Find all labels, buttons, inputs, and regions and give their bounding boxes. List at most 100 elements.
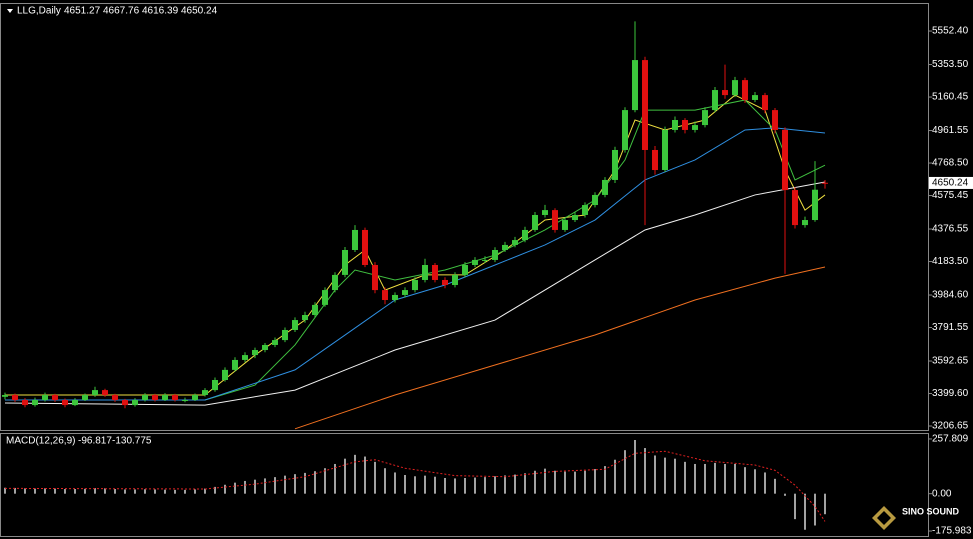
y-tick-label: 3206.65 (932, 421, 969, 432)
price-tag-label: 4650.24 (932, 178, 969, 189)
candle-body (2, 394, 8, 397)
candle-body (252, 350, 258, 356)
y-tick-label: 3592.65 (932, 356, 969, 367)
close-label: 4650.24 (181, 6, 218, 17)
candle-body (152, 394, 158, 401)
candle-body (22, 400, 28, 406)
candle-body (372, 264, 378, 291)
candle-body (742, 80, 748, 100)
candle-body (302, 314, 308, 321)
y-tick-label: 3399.60 (932, 388, 969, 399)
candle-body (362, 229, 368, 265)
candle-body (602, 179, 608, 195)
candle-body (332, 274, 338, 291)
y-tick-label: 4575.45 (932, 190, 969, 201)
y-tick-label: 3984.60 (932, 290, 969, 301)
candle-body (482, 259, 488, 261)
y-tick-label: 0.00 (932, 488, 952, 499)
candle-body (142, 394, 148, 401)
signal-value: -130.775 (112, 436, 152, 447)
candle-body (162, 394, 168, 401)
candle-body (202, 390, 208, 395)
candle-body (612, 149, 618, 180)
macd-title: MACD(12,26,9) (6, 436, 75, 447)
candle-body (42, 394, 48, 401)
main-panel-border (0, 3, 929, 431)
candle-body (82, 394, 88, 401)
y-tick-label: 4961.55 (932, 125, 969, 136)
candle-body (532, 214, 538, 230)
candle-body (782, 129, 788, 191)
candle-body (32, 400, 38, 406)
candle-body (752, 95, 758, 100)
candle-body (12, 394, 18, 401)
candle-body (542, 210, 548, 215)
y-tick-label: -175.983 (932, 526, 972, 537)
y-tick-label: 4376.55 (932, 224, 969, 235)
candle-body (102, 390, 108, 395)
candle-body (622, 110, 628, 150)
candle-body (772, 110, 778, 130)
y-tick-label: 5552.40 (932, 26, 969, 37)
candle-body (92, 390, 98, 395)
candle-body (762, 95, 768, 111)
candle-body (652, 149, 658, 171)
candle-body (342, 250, 348, 275)
candle-body (222, 369, 228, 380)
low-label: 4616.39 (142, 6, 179, 17)
candle-body (812, 189, 818, 221)
candle-body (522, 229, 528, 241)
candle-body (682, 120, 688, 130)
candle-body (642, 60, 648, 150)
candle-body (552, 210, 558, 230)
y-tick-label: 4768.50 (932, 158, 969, 169)
candle-body (282, 329, 288, 341)
candle-body (442, 279, 448, 286)
candle-body (192, 394, 198, 401)
candle-body (502, 244, 508, 251)
logo: SINO SOUND (872, 506, 960, 530)
candle-body (212, 379, 218, 391)
candle-body (322, 290, 328, 305)
candle-body (382, 290, 388, 301)
candle-body (432, 264, 438, 280)
candle-body (242, 355, 248, 360)
candle-body (52, 394, 58, 401)
candle-body (122, 400, 128, 406)
y-tick-label: 5353.50 (932, 59, 969, 70)
candle-body (472, 259, 478, 265)
y-tick-label: 257.809 (932, 434, 969, 445)
candle-body (692, 125, 698, 130)
candle-body (492, 250, 498, 260)
candle-body (562, 220, 568, 230)
candle-body (262, 344, 268, 351)
candle-body (112, 394, 118, 401)
logo-text: SINO SOUND (902, 506, 960, 516)
candle-body (402, 290, 408, 295)
logo-inner (877, 511, 891, 525)
candle-body (352, 229, 358, 251)
high-label: 4667.76 (103, 6, 140, 17)
candle-body (802, 220, 808, 226)
candle-body (822, 182, 828, 184)
candle-body (722, 90, 728, 96)
price-tag (929, 176, 973, 189)
candle-body (632, 60, 638, 111)
candle-body (672, 120, 678, 130)
candle-body (392, 294, 398, 301)
moving-average (5, 99, 826, 401)
candle-body (592, 194, 598, 206)
candle-body (312, 304, 318, 315)
macd-panel-border (0, 433, 929, 537)
open-label: 4651.27 (64, 6, 101, 17)
moving-average (5, 127, 826, 401)
candle-body (272, 340, 278, 345)
candle-body (232, 359, 238, 370)
candle-body (512, 240, 518, 245)
moving-average (294, 266, 826, 430)
candle-body (462, 264, 468, 275)
y-tick-label: 5160.45 (932, 92, 969, 103)
symbol-label: LLG,Daily (17, 6, 61, 17)
